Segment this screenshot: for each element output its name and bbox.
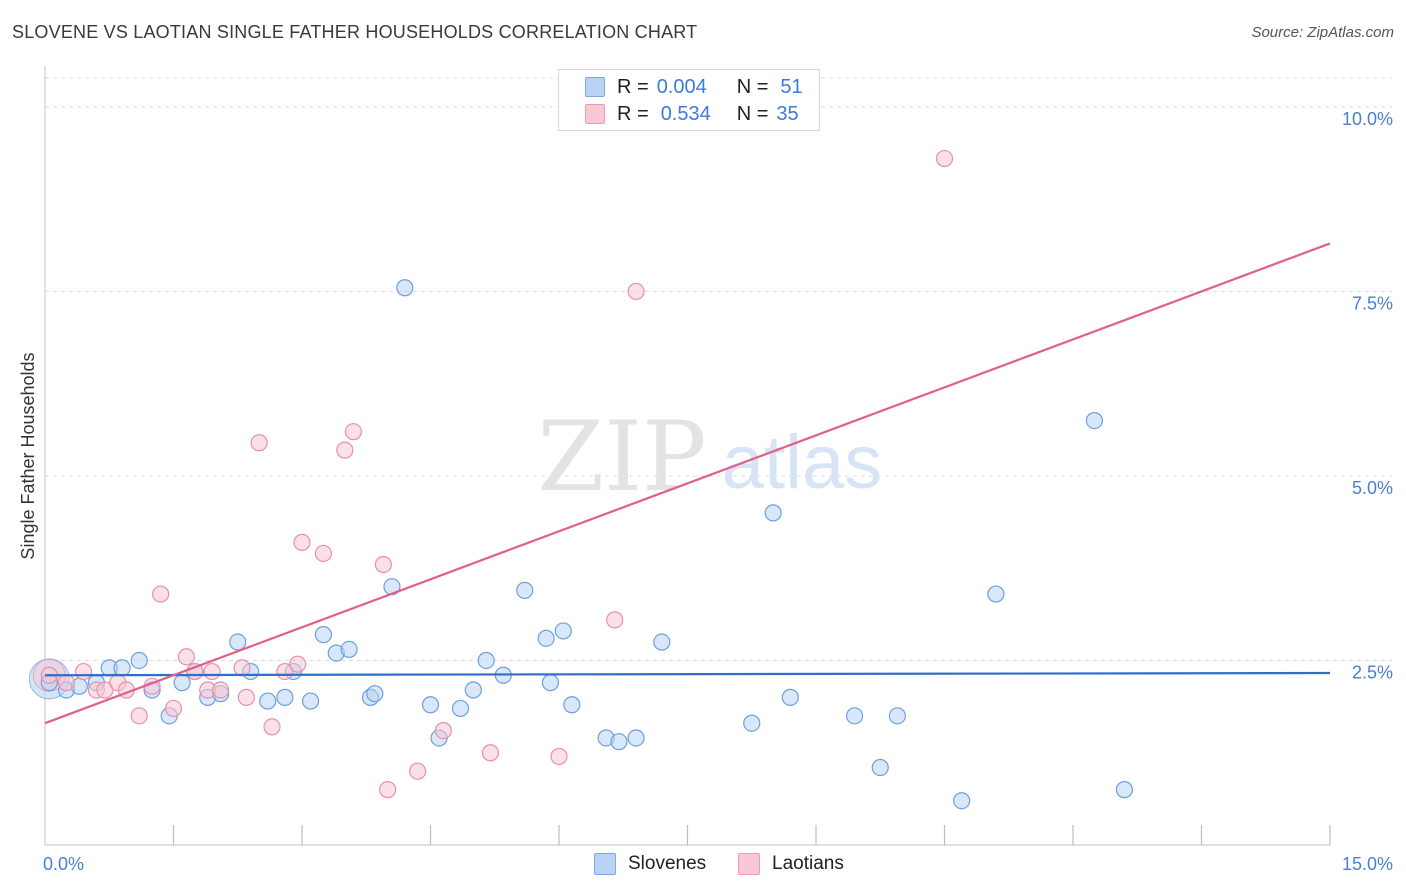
slovene-point	[563, 696, 581, 714]
laotian-point	[374, 555, 392, 574]
laotian-point	[481, 744, 500, 762]
y-tick-label: 2.5%	[1352, 662, 1393, 682]
watermark: ZIP atlas	[537, 401, 882, 513]
laotian-point	[57, 674, 76, 692]
laotian-point	[935, 149, 954, 168]
stats-legend: R = 0.004 N = 51 R = 0.534 N = 35	[558, 69, 820, 131]
slovene-point	[276, 688, 294, 706]
legend-swatch-laotians	[585, 104, 605, 124]
series-swatch-laotians	[738, 853, 760, 875]
legend-n-value: 51	[780, 75, 803, 98]
y-tick-label: 10.0%	[1342, 109, 1393, 129]
laotian-point	[409, 762, 427, 780]
slovene-point	[366, 685, 384, 703]
slovene-point	[464, 681, 482, 699]
slovene-point	[743, 714, 761, 732]
laotian-point	[606, 611, 624, 629]
laotian-point	[177, 648, 195, 666]
x-tick-label: 15.0%	[1342, 854, 1393, 874]
slovene-point	[259, 692, 277, 710]
legend-r-value: 0.004	[656, 75, 707, 98]
source-credit: Source: ZipAtlas.com	[1251, 24, 1394, 41]
laotian-point	[212, 681, 230, 699]
laotian-point	[336, 441, 354, 459]
watermark-zip: ZIP	[537, 401, 706, 513]
series-legend-laotians: Laotians	[738, 852, 844, 876]
slovene-point	[130, 651, 148, 670]
slovene-point	[229, 633, 247, 651]
laotian-point	[152, 585, 170, 603]
slovene-point	[953, 792, 971, 810]
slovene-point	[764, 504, 782, 522]
legend-row-laotians: R = 0.534 N = 35	[585, 103, 799, 125]
x-tick-label: 0.0%	[43, 854, 84, 874]
slovene-point	[451, 699, 470, 718]
slovene-point	[173, 674, 191, 692]
slovene-point	[1115, 781, 1134, 799]
series-legend-slovenes: Slovenes	[594, 852, 706, 876]
legend-n-label: N =	[736, 75, 769, 98]
chart-title: SLOVENE VS LAOTIAN SINGLE FATHER HOUSEHO…	[12, 22, 698, 42]
slovene-point	[987, 585, 1005, 603]
legend-n-value: 35	[776, 102, 799, 125]
laotian-point	[237, 688, 255, 706]
slovene-point	[888, 707, 906, 725]
slovene-point	[516, 581, 534, 599]
slovene-point	[845, 707, 864, 725]
y-tick-label: 5.0%	[1352, 478, 1393, 498]
series-name-slovenes: Slovenes	[628, 853, 707, 874]
laotian-point	[314, 544, 333, 563]
slovene-point	[554, 622, 572, 640]
slovene-point	[537, 629, 555, 647]
series-swatch-slovenes	[594, 853, 616, 875]
slovene-point	[113, 659, 131, 677]
slovene-point	[871, 758, 889, 777]
legend-row-slovenes: R = 0.004 N = 51	[585, 76, 803, 98]
slovene-trend-line	[44, 671, 1331, 677]
trend-layer	[44, 242, 1331, 725]
laotian-point	[550, 747, 568, 766]
laotian-trend-line	[44, 242, 1331, 725]
watermark-atlas: atlas	[722, 420, 883, 505]
slovene-point	[627, 729, 645, 747]
laotian-point	[293, 533, 311, 551]
y-tick-label: 7.5%	[1352, 293, 1393, 313]
slovene-point	[421, 696, 440, 714]
slovene-point	[314, 626, 333, 644]
grid-layer	[45, 77, 1392, 661]
slovene-point	[1085, 411, 1104, 430]
laotian-point	[289, 655, 307, 673]
laotian-point	[203, 662, 221, 681]
slovene-point	[340, 640, 358, 659]
laotian-point	[74, 662, 93, 681]
legend-r-label: R =	[617, 102, 649, 125]
laotian-point	[627, 282, 645, 301]
laotian-point	[434, 721, 452, 740]
points-layer	[28, 149, 1134, 810]
laotian-point	[130, 707, 148, 725]
laotian-point	[263, 718, 281, 736]
laotian-point	[233, 659, 251, 677]
axis-layer: 2.5% 5.0% 7.5% 10.0% 0.0% 15.0%	[43, 66, 1393, 874]
legend-r-label: R =	[617, 75, 649, 98]
laotian-point	[250, 434, 268, 452]
slovene-point	[541, 674, 560, 692]
slovene-point	[781, 688, 799, 706]
series-name-laotians: Laotians	[772, 853, 844, 874]
laotian-point	[379, 781, 397, 799]
slovene-point	[653, 633, 671, 651]
slovene-point	[396, 279, 414, 297]
slovene-point	[477, 651, 495, 670]
laotian-point	[96, 681, 114, 699]
legend-r-value: 0.534	[660, 102, 711, 125]
legend-n-label: N =	[736, 102, 769, 125]
legend-swatch-slovenes	[585, 77, 605, 97]
y-axis-title: Single Father Households	[18, 352, 38, 559]
laotian-point	[164, 699, 183, 718]
slovene-point	[610, 733, 628, 751]
slovene-point	[301, 692, 320, 710]
laotian-point	[344, 423, 362, 441]
